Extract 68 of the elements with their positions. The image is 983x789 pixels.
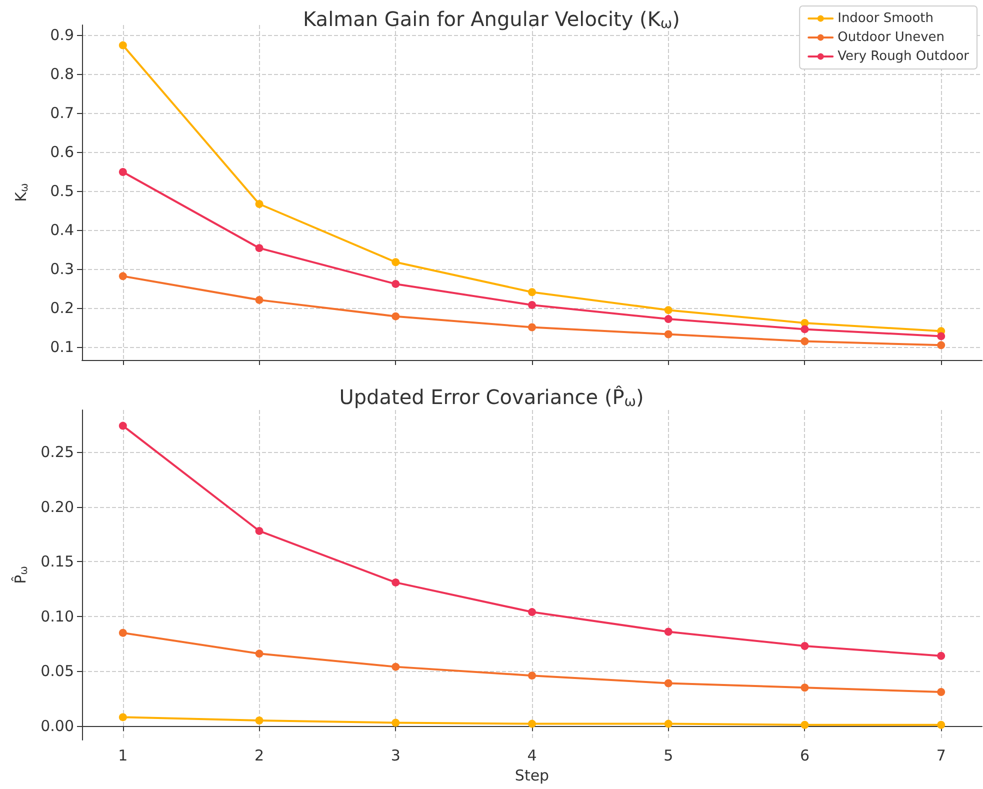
y-tick-label: 0.8 xyxy=(50,65,74,84)
x-tick-label: 2 xyxy=(254,746,264,764)
point xyxy=(937,720,946,729)
point xyxy=(664,330,672,338)
point xyxy=(392,258,400,266)
point xyxy=(118,168,127,176)
x-tick-label: 1 xyxy=(118,746,128,764)
point xyxy=(937,341,946,350)
y-tick-label: 0.15 xyxy=(40,552,74,571)
x-tick-label: 6 xyxy=(800,746,810,764)
point xyxy=(392,718,400,727)
point xyxy=(800,720,809,729)
point xyxy=(118,628,127,637)
y-tick-label: 0.4 xyxy=(50,221,74,240)
point xyxy=(937,332,946,340)
point xyxy=(528,288,536,296)
x-tick-label: 5 xyxy=(664,746,674,764)
point xyxy=(392,578,400,586)
y-axis-title: P̂ω xyxy=(10,566,30,584)
point xyxy=(664,628,672,636)
legend-label: Indoor Smooth xyxy=(838,11,934,26)
point xyxy=(528,323,536,332)
legend-label: Very Rough Outdoor xyxy=(838,49,970,64)
y-tick-label: 0.2 xyxy=(50,299,74,318)
point xyxy=(664,679,672,688)
y-tick-label: 0.1 xyxy=(50,338,74,356)
point xyxy=(392,312,400,320)
point xyxy=(528,672,536,680)
point xyxy=(800,684,809,692)
y-axis-title: Kω xyxy=(12,182,30,202)
point xyxy=(800,337,809,346)
y-tick-label: 0.7 xyxy=(50,104,74,122)
point xyxy=(118,422,127,430)
point xyxy=(937,688,946,696)
y-tick-label: 0.9 xyxy=(50,26,74,44)
y-tick-label: 0.00 xyxy=(40,716,74,735)
point xyxy=(118,272,127,280)
point xyxy=(392,662,400,671)
point xyxy=(255,244,264,252)
point xyxy=(255,526,264,535)
point xyxy=(528,720,536,728)
y-tick-label: 0.10 xyxy=(40,607,74,626)
y-tick-label: 0.3 xyxy=(50,260,74,278)
x-tick-label: 7 xyxy=(936,746,946,764)
point xyxy=(255,716,264,724)
y-tick-label: 0.25 xyxy=(40,443,74,462)
point xyxy=(255,200,264,208)
x-tick-label: 3 xyxy=(390,746,400,764)
point xyxy=(528,301,536,310)
point xyxy=(118,713,127,722)
point xyxy=(118,41,127,50)
y-tick-label: 0.6 xyxy=(50,143,74,162)
legend-label: Outdoor Uneven xyxy=(838,30,944,45)
point xyxy=(255,650,264,658)
y-tick-label: 0.05 xyxy=(40,662,74,680)
y-tick-label: 0.20 xyxy=(40,498,74,516)
x-axis-title: Step xyxy=(514,766,550,784)
point xyxy=(800,642,809,650)
point xyxy=(664,315,672,324)
point xyxy=(800,325,809,334)
point xyxy=(664,306,672,314)
point xyxy=(392,280,400,288)
point xyxy=(664,720,672,728)
point xyxy=(255,296,264,304)
point xyxy=(937,652,946,660)
point xyxy=(528,608,536,616)
y-tick-label: 0.5 xyxy=(50,182,74,200)
x-tick-label: 4 xyxy=(527,746,537,764)
